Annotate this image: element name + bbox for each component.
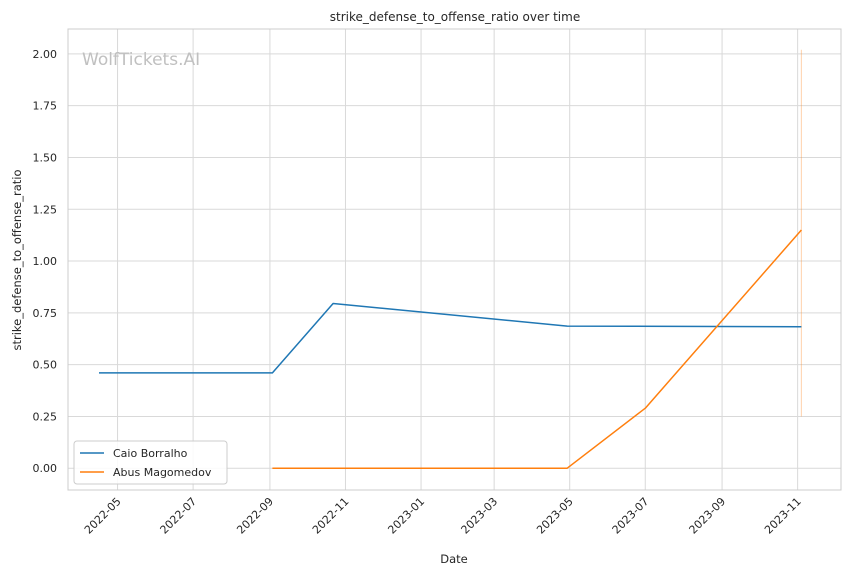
chart-title: strike_defense_to_offense_ratio over tim… (330, 10, 580, 24)
y-axis-label: strike_defense_to_offense_ratio (10, 169, 24, 350)
series-line-abus-magomedov (272, 229, 802, 469)
x-axis-label: Date (440, 552, 468, 566)
y-axis-ticks: 0.00 0.25 0.50 0.75 1.00 1.25 1.50 1.75 2.00 (33, 48, 58, 475)
legend-label-abus-magomedov: Abus Magomedov (113, 466, 212, 479)
y-tick-label: 0.75 (33, 307, 58, 320)
series-line-caio-borralho (99, 302, 802, 374)
y-tick-label: 0.50 (33, 359, 58, 372)
watermark-text: WolfTickets.AI (82, 50, 200, 70)
y-tick-label: 1.50 (33, 151, 58, 164)
y-tick-label: 0.25 (33, 410, 58, 423)
legend-label-caio-borralho: Caio Borralho (113, 447, 188, 460)
y-tick-label: 1.00 (33, 255, 58, 268)
y-tick-label: 0.00 (33, 462, 58, 475)
y-tick-label: 2.00 (33, 48, 58, 61)
plot-area-frame (67, 28, 842, 491)
y-tick-label: 1.25 (33, 203, 58, 216)
legend: Caio Borralho Abus Magomedov (73, 440, 228, 485)
legend-box (73, 440, 228, 485)
series-layer (99, 49, 802, 469)
y-tick-label: 1.75 (33, 100, 58, 113)
